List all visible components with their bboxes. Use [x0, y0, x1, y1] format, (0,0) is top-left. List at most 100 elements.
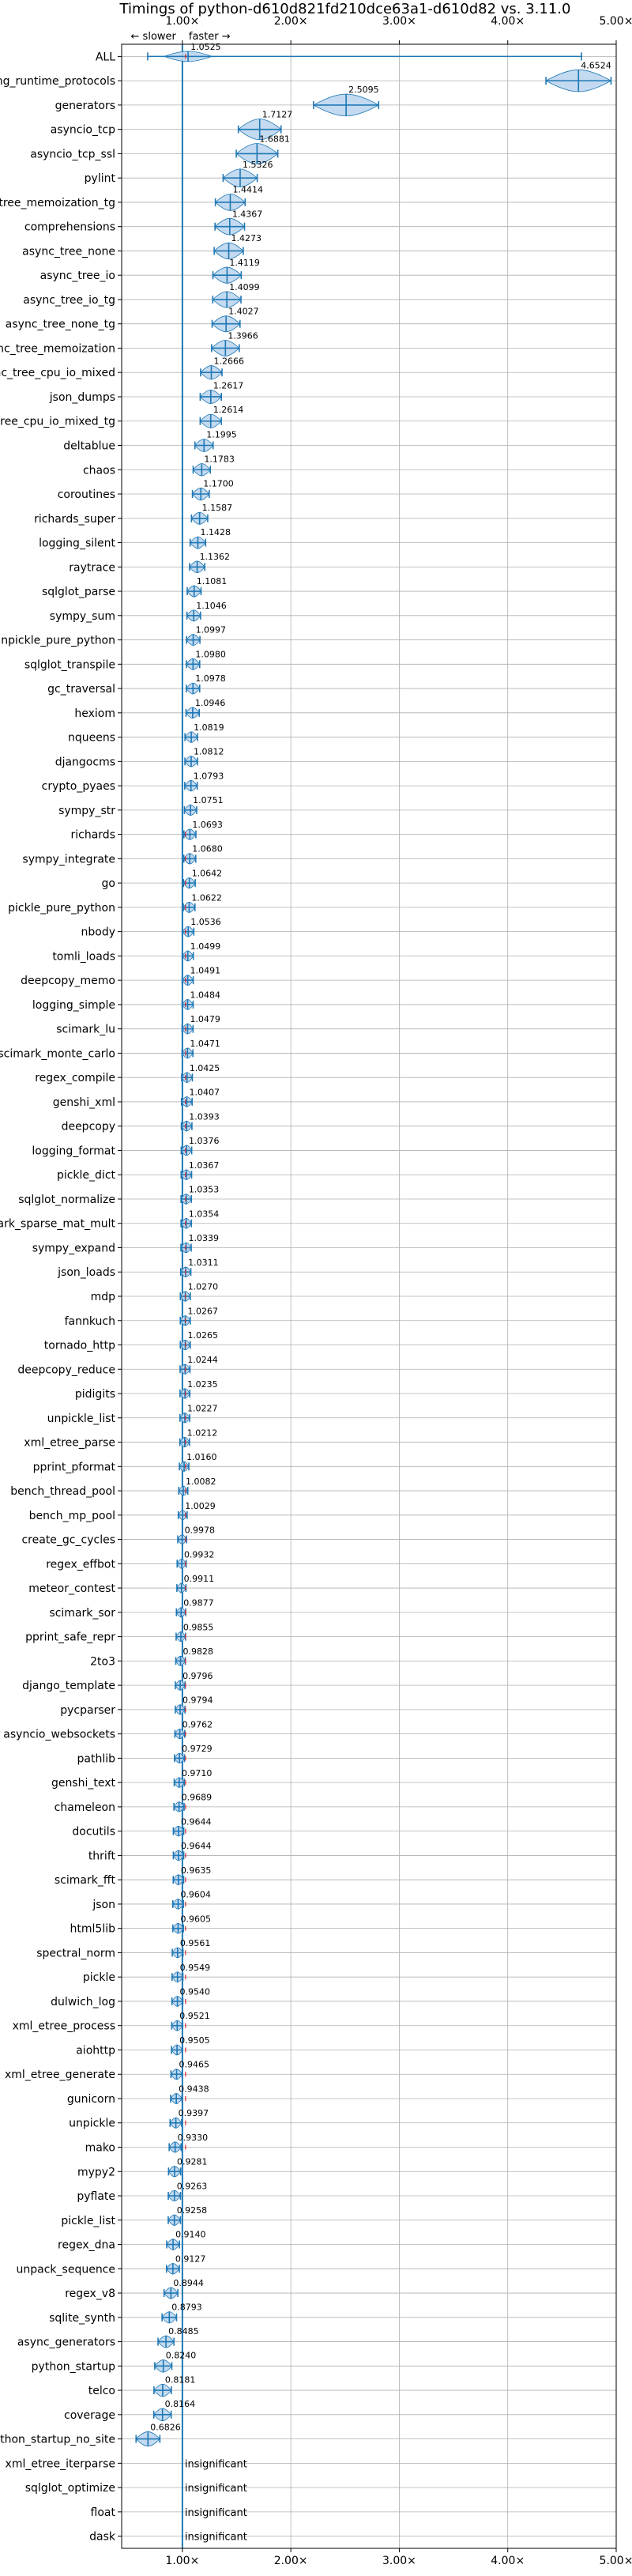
- x-tick-label-top: 5.00×: [600, 15, 632, 28]
- category-label: bench_thread_pool: [10, 1485, 115, 1498]
- category-label: nqueens: [68, 732, 115, 745]
- value-label: 0.9604: [180, 1890, 210, 1900]
- value-label: 0.9438: [179, 2084, 209, 2094]
- value-label: 1.0235: [187, 1379, 217, 1390]
- value-label: 1.0267: [188, 1306, 219, 1316]
- value-label: 4.6524: [581, 60, 611, 70]
- category-label: sympy_str: [58, 805, 115, 817]
- value-label: 1.3966: [228, 331, 258, 341]
- category-label: hexiom: [74, 707, 115, 720]
- value-label: 1.1587: [202, 503, 233, 513]
- x-tick-label-bottom: 5.00×: [600, 2555, 632, 2567]
- value-label: 0.9762: [182, 1719, 213, 1729]
- value-label: 1.4027: [228, 307, 259, 317]
- category-label: logging_simple: [32, 999, 115, 1012]
- value-label: 1.0642: [192, 868, 223, 878]
- category-label: chaos: [83, 464, 115, 477]
- value-label: 1.0029: [185, 1501, 216, 1511]
- category-label: scimark_monte_carlo: [0, 1047, 115, 1060]
- category-label: pickle_pure_python: [8, 902, 115, 915]
- category-label: coroutines: [58, 488, 115, 501]
- category-label: deepcopy_reduce: [17, 1363, 115, 1376]
- value-label: 1.1783: [204, 454, 235, 464]
- category-label: sqlglot_transpile: [24, 658, 115, 671]
- value-label: 0.9465: [179, 2060, 209, 2070]
- value-label: 0.9140: [175, 2230, 205, 2240]
- value-label: 0.9263: [177, 2181, 207, 2191]
- faster-direction-label: faster →: [189, 31, 231, 43]
- value-label: 0.9877: [183, 1598, 214, 1609]
- value-label: 1.0946: [195, 698, 226, 708]
- category-label: json_loads: [57, 1266, 115, 1279]
- value-label: 0.9729: [182, 1744, 213, 1754]
- value-label: 1.0311: [188, 1258, 218, 1268]
- category-label: crypto_pyaes: [42, 780, 115, 793]
- value-label: 1.4273: [231, 233, 262, 243]
- category-label: async_tree_cpu_io_mixed_tg: [0, 416, 115, 428]
- value-label: 0.9258: [177, 2205, 208, 2216]
- value-label: 1.0499: [190, 941, 220, 952]
- category-label: fannkuch: [65, 1315, 115, 1328]
- value-label: 0.8240: [166, 2351, 197, 2361]
- value-label: 0.8164: [165, 2399, 196, 2409]
- value-label: 1.0425: [190, 1063, 220, 1073]
- value-label: 1.0793: [194, 771, 224, 781]
- category-label: coverage: [64, 2409, 115, 2422]
- value-label: 1.0479: [190, 1014, 220, 1024]
- category-label: sqlite_synth: [49, 2312, 115, 2325]
- value-label: 0.9127: [175, 2254, 205, 2264]
- value-label: 1.0339: [189, 1233, 220, 1243]
- value-label: 1.5326: [243, 160, 273, 170]
- category-label: richards: [71, 829, 116, 842]
- category-label: scimark_lu: [56, 1024, 115, 1036]
- category-label: sympy_expand: [32, 1242, 115, 1254]
- grid-layer: [122, 44, 617, 2548]
- value-label: 1.2617: [213, 380, 244, 390]
- value-label: 1.1428: [200, 527, 231, 537]
- category-label: dulwich_log: [51, 1996, 115, 2008]
- category-label: go: [102, 877, 115, 890]
- value-label: 1.1046: [196, 601, 227, 611]
- value-label: 1.0525: [190, 42, 220, 52]
- category-label: float: [91, 2506, 116, 2519]
- category-label: unpickle: [69, 2118, 115, 2130]
- category-label: sqlglot_parse: [42, 586, 115, 598]
- category-label: create_gc_cycles: [21, 1534, 115, 1547]
- value-label: 1.4119: [229, 258, 260, 268]
- category-label: pylint: [85, 172, 116, 185]
- category-label: regex_compile: [35, 1072, 115, 1084]
- category-label: async_tree_cpu_io_mixed: [0, 367, 115, 379]
- value-label: 0.9644: [181, 1816, 211, 1827]
- category-label: async_tree_none: [22, 245, 115, 258]
- category-label: pidigits: [75, 1388, 115, 1401]
- value-label: 1.0367: [189, 1160, 220, 1171]
- category-label: logging_format: [32, 1145, 115, 1157]
- category-label: regex_effbot: [46, 1558, 115, 1571]
- x-tick-label-bottom: 3.00×: [382, 2555, 416, 2567]
- value-label: 0.9794: [182, 1695, 213, 1706]
- category-label: python_startup: [32, 2360, 115, 2373]
- insignificant-label: insignificant: [185, 2458, 247, 2470]
- category-label: generators: [55, 100, 115, 112]
- category-label: comprehensions: [24, 221, 115, 234]
- value-label: 0.9932: [184, 1549, 214, 1560]
- insignificant-label: insignificant: [185, 2483, 247, 2495]
- value-label: 1.0812: [194, 747, 224, 757]
- value-label: 1.6881: [259, 134, 290, 145]
- value-label: 1.0819: [194, 722, 224, 733]
- value-label: 1.1995: [206, 430, 237, 440]
- category-label: richards_super: [34, 513, 115, 526]
- category-label: pickle_dict: [57, 1169, 116, 1182]
- value-label: 0.9549: [180, 1963, 211, 1973]
- category-label: typing_runtime_protocols: [0, 75, 115, 88]
- x-tick-label-top: 4.00×: [491, 15, 525, 28]
- value-label: 1.7127: [262, 110, 293, 120]
- x-tick-label-bottom: 4.00×: [491, 2555, 525, 2567]
- value-label: 0.6826: [150, 2422, 181, 2432]
- category-label: telco: [88, 2385, 115, 2397]
- value-label: 0.9911: [184, 1574, 215, 1584]
- category-label: mypy2: [77, 2166, 115, 2178]
- value-label: 0.8793: [171, 2303, 202, 2313]
- value-label: 1.0353: [189, 1185, 220, 1195]
